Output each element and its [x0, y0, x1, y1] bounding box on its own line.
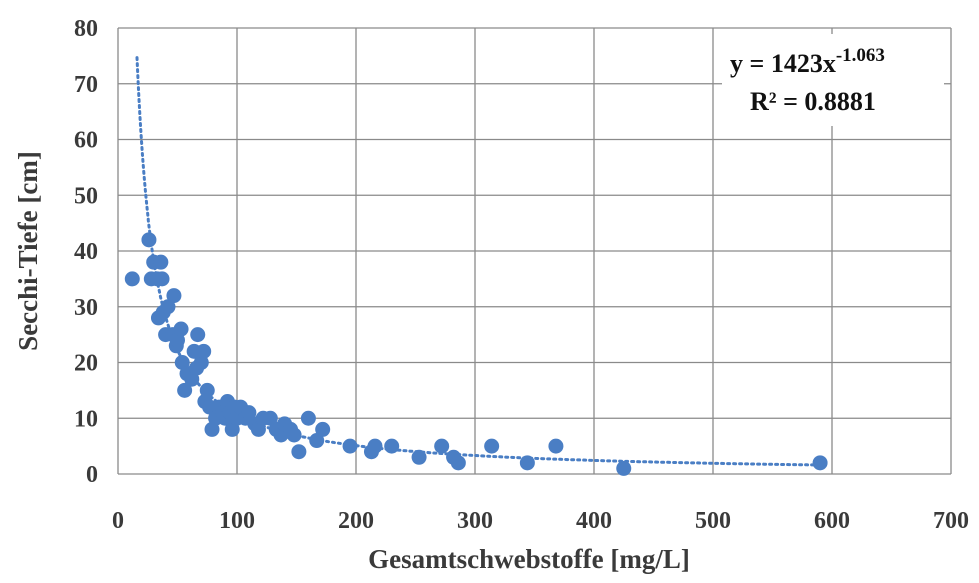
data-point — [154, 271, 170, 287]
r-squared-label: R² = 0.8881 — [750, 87, 876, 116]
data-point — [199, 382, 215, 398]
data-point — [434, 438, 450, 454]
x-tick-label: 500 — [695, 508, 731, 534]
data-point — [411, 449, 427, 465]
data-point — [384, 438, 400, 454]
data-point — [173, 321, 189, 337]
equation-box — [722, 34, 944, 126]
x-tick-label: 600 — [814, 508, 850, 534]
data-point — [196, 343, 212, 359]
trendline-equation: y = 1423x-1.063 — [730, 45, 885, 78]
data-points — [124, 232, 828, 476]
y-axis-title: Secchi-Tiefe [cm] — [13, 151, 43, 351]
x-axis-title: Gesamtschwebstoffe [mg/L] — [368, 544, 690, 574]
data-point — [309, 433, 325, 449]
y-tick-label: 60 — [74, 128, 98, 154]
x-tick-label: 400 — [576, 508, 612, 534]
y-tick-label: 70 — [74, 72, 98, 98]
x-tick-label: 300 — [457, 508, 493, 534]
data-point — [153, 254, 169, 270]
data-point — [166, 288, 182, 304]
data-point — [177, 382, 193, 398]
data-point — [484, 438, 500, 454]
data-point — [124, 271, 140, 287]
data-point — [286, 427, 302, 443]
y-tick-label: 0 — [86, 462, 98, 488]
y-tick-label: 50 — [74, 183, 98, 209]
data-point — [190, 327, 206, 343]
data-point — [548, 438, 564, 454]
y-tick-label: 30 — [74, 295, 98, 321]
y-tick-label: 20 — [74, 351, 98, 377]
data-point — [315, 421, 331, 437]
y-tick-label: 40 — [74, 239, 98, 265]
data-point — [300, 410, 316, 426]
grid-lines — [117, 27, 952, 475]
data-point — [141, 232, 157, 248]
x-tick-label: 0 — [112, 508, 124, 534]
equation-exponent: -1.063 — [836, 45, 885, 66]
data-point — [262, 410, 278, 426]
data-point — [241, 405, 257, 421]
y-axis-ticks: 0 10 20 30 40 50 60 70 80 — [74, 16, 98, 488]
equation-base: y = 1423x — [730, 49, 836, 78]
data-point — [519, 455, 535, 471]
x-tick-label: 700 — [933, 508, 969, 534]
y-tick-label: 80 — [74, 16, 98, 42]
data-point — [193, 355, 209, 370]
y-tick-label: 10 — [74, 406, 98, 432]
data-point — [291, 444, 307, 460]
x-tick-label: 200 — [338, 508, 374, 534]
x-tick-label: 100 — [219, 508, 255, 534]
x-axis-ticks: 0 100 200 300 400 500 600 700 — [112, 508, 969, 534]
data-point — [812, 455, 828, 471]
data-point — [450, 455, 466, 471]
data-point — [342, 438, 358, 454]
data-point — [616, 460, 632, 476]
data-point — [367, 438, 383, 454]
data-point — [160, 299, 176, 315]
